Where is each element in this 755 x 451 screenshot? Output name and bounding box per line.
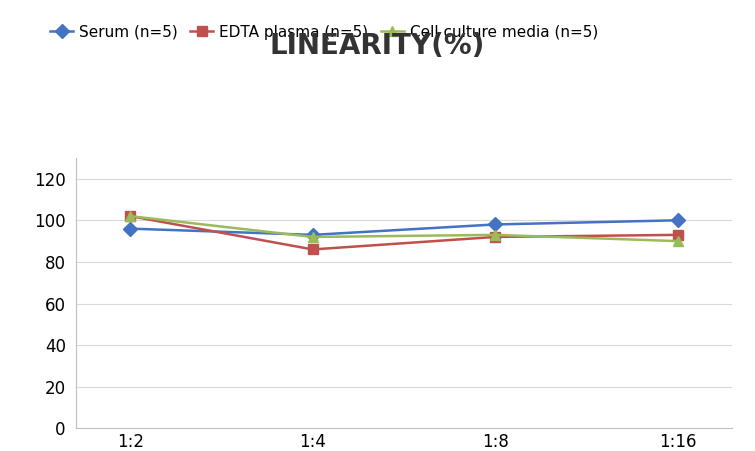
Cell culture media (n=5) xyxy=(491,232,500,238)
Serum (n=5) xyxy=(673,217,683,223)
Text: LINEARITY(%): LINEARITY(%) xyxy=(270,32,485,60)
Legend: Serum (n=5), EDTA plasma (n=5), Cell culture media (n=5): Serum (n=5), EDTA plasma (n=5), Cell cul… xyxy=(51,25,598,40)
Serum (n=5) xyxy=(308,232,317,238)
Cell culture media (n=5) xyxy=(125,213,135,219)
EDTA plasma (n=5) xyxy=(125,213,135,219)
Cell culture media (n=5) xyxy=(673,239,683,244)
Serum (n=5) xyxy=(125,226,135,231)
EDTA plasma (n=5) xyxy=(308,247,317,252)
Line: Serum (n=5): Serum (n=5) xyxy=(125,216,683,240)
EDTA plasma (n=5) xyxy=(673,232,683,238)
Serum (n=5) xyxy=(491,222,500,227)
Cell culture media (n=5) xyxy=(308,234,317,239)
Line: EDTA plasma (n=5): EDTA plasma (n=5) xyxy=(125,211,683,254)
EDTA plasma (n=5) xyxy=(491,234,500,239)
Line: Cell culture media (n=5): Cell culture media (n=5) xyxy=(125,211,683,246)
